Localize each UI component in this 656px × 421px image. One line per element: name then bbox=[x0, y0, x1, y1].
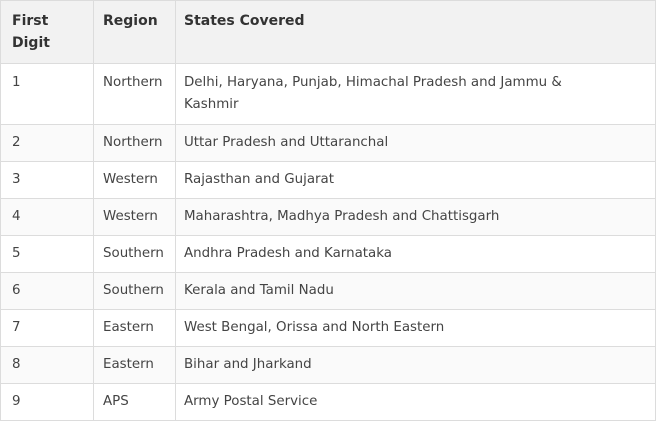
header-first-digit-line-2: Digit bbox=[12, 35, 50, 51]
cell-states: West Bengal, Orissa and North Eastern bbox=[175, 309, 656, 347]
cell-region: Northern bbox=[93, 63, 176, 125]
cell-region: Southern bbox=[93, 272, 176, 310]
table-header-row: First Digit Region States Covered bbox=[0, 0, 656, 64]
cell-digit: 8 bbox=[0, 346, 94, 384]
table-row: 3 Western Rajasthan and Gujarat bbox=[0, 161, 656, 199]
table-row: 8 Eastern Bihar and Jharkand bbox=[0, 346, 656, 384]
table-row: 7 Eastern West Bengal, Orissa and North … bbox=[0, 309, 656, 347]
cell-digit: 7 bbox=[0, 309, 94, 347]
cell-region: Eastern bbox=[93, 346, 176, 384]
cell-states: Kerala and Tamil Nadu bbox=[175, 272, 656, 310]
cell-states: Maharashtra, Madhya Pradesh and Chattisg… bbox=[175, 198, 656, 236]
table-row: 5 Southern Andhra Pradesh and Karnataka bbox=[0, 235, 656, 273]
cell-states-line-2: Kashmir bbox=[184, 97, 239, 112]
cell-region: Southern bbox=[93, 235, 176, 273]
cell-region: Western bbox=[93, 198, 176, 236]
header-states-covered: States Covered bbox=[175, 0, 656, 64]
cell-region: Western bbox=[93, 161, 176, 199]
table-row: 4 Western Maharashtra, Madhya Pradesh an… bbox=[0, 198, 656, 236]
table-row: 6 Southern Kerala and Tamil Nadu bbox=[0, 272, 656, 310]
cell-region: APS bbox=[93, 383, 176, 421]
header-first-digit: First Digit bbox=[0, 0, 94, 64]
cell-states: Army Postal Service bbox=[175, 383, 656, 421]
cell-digit: 3 bbox=[0, 161, 94, 199]
header-region: Region bbox=[93, 0, 176, 64]
cell-digit: 1 bbox=[0, 63, 94, 125]
cell-digit: 5 bbox=[0, 235, 94, 273]
cell-states-line-1: Delhi, Haryana, Punjab, Himachal Pradesh… bbox=[184, 75, 562, 90]
cell-region: Northern bbox=[93, 124, 176, 162]
cell-digit: 2 bbox=[0, 124, 94, 162]
cell-states: Andhra Pradesh and Karnataka bbox=[175, 235, 656, 273]
cell-digit: 4 bbox=[0, 198, 94, 236]
table-row: 9 APS Army Postal Service bbox=[0, 383, 656, 421]
cell-states: Rajasthan and Gujarat bbox=[175, 161, 656, 199]
header-first-digit-line-1: First bbox=[12, 13, 49, 29]
cell-states: Uttar Pradesh and Uttaranchal bbox=[175, 124, 656, 162]
table-row: 2 Northern Uttar Pradesh and Uttaranchal bbox=[0, 124, 656, 162]
cell-digit: 9 bbox=[0, 383, 94, 421]
cell-states: Bihar and Jharkand bbox=[175, 346, 656, 384]
cell-digit: 6 bbox=[0, 272, 94, 310]
cell-region: Eastern bbox=[93, 309, 176, 347]
table-row: 1 Northern Delhi, Haryana, Punjab, Himac… bbox=[0, 63, 656, 125]
cell-states: Delhi, Haryana, Punjab, Himachal Pradesh… bbox=[175, 63, 656, 125]
